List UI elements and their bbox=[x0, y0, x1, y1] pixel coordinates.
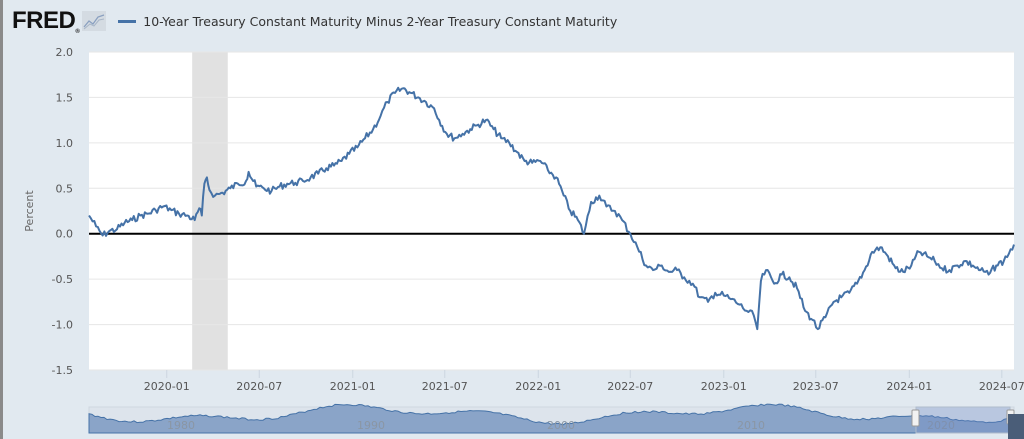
plot-area bbox=[89, 52, 1014, 370]
x-tick-label: 2023-07 bbox=[793, 380, 839, 393]
navigator-year-label: 1990 bbox=[357, 419, 385, 432]
x-tick-label: 2020-01 bbox=[144, 380, 190, 393]
navigator-series-area bbox=[88, 403, 1015, 434]
frame-border bbox=[0, 0, 3, 439]
y-axis-label: Percent bbox=[23, 190, 36, 232]
y-axis-ticks: 2.0 1.5 1.0 0.5 0.0 -0.5 -1.0 -1.5 bbox=[52, 46, 73, 377]
chart-header: FRED® 10-Year Treasury Constant Maturity… bbox=[12, 6, 617, 36]
y-tick-label: 2.0 bbox=[56, 46, 74, 59]
x-tick-label: 2021-07 bbox=[422, 380, 468, 393]
series-line bbox=[88, 86, 1015, 331]
y-tick-label: -1.5 bbox=[52, 364, 73, 377]
navigator-year-label: 2010 bbox=[737, 419, 765, 432]
navigator-selected-range[interactable] bbox=[915, 406, 1011, 434]
navigator-year-label: 1980 bbox=[167, 419, 195, 432]
y-tick-label: -0.5 bbox=[52, 273, 73, 286]
x-tick-label: 2021-01 bbox=[330, 380, 376, 393]
x-tick-label: 2023-01 bbox=[701, 380, 747, 393]
legend-label[interactable]: 10-Year Treasury Constant Maturity Minus… bbox=[143, 13, 618, 29]
navigator-year-label: 2000 bbox=[547, 419, 575, 432]
x-tick-label: 2022-07 bbox=[607, 380, 653, 393]
x-tick-label: 2024-01 bbox=[886, 380, 932, 393]
fred-logo[interactable]: FRED® bbox=[12, 7, 80, 35]
y-tick-label: 0.5 bbox=[56, 182, 74, 195]
y-tick-label: 1.0 bbox=[56, 137, 74, 150]
y-tick-label: 0.0 bbox=[56, 228, 74, 241]
chart-icon bbox=[82, 11, 107, 31]
navigator-year-label: 2020 bbox=[927, 419, 955, 432]
navigator-scrollbar[interactable] bbox=[1008, 414, 1024, 439]
navigator-left-handle[interactable] bbox=[911, 409, 920, 427]
x-tick-label: 2022-01 bbox=[515, 380, 561, 393]
x-tick-label: 2024-07 bbox=[979, 380, 1024, 393]
x-axis-ticks: 2020-01 2020-07 2021-01 2021-07 2022-01 2022-… bbox=[144, 370, 1024, 393]
y-tick-label: 1.5 bbox=[56, 91, 74, 104]
navigator: 1980 1990 2000 2010 2020 bbox=[88, 403, 1024, 439]
legend-swatch bbox=[118, 19, 137, 23]
registered-mark: ® bbox=[75, 29, 80, 35]
x-tick-label: 2020-07 bbox=[236, 380, 282, 393]
fred-logo-text: FRED bbox=[12, 7, 76, 34]
y-tick-label: -1.0 bbox=[52, 319, 73, 332]
